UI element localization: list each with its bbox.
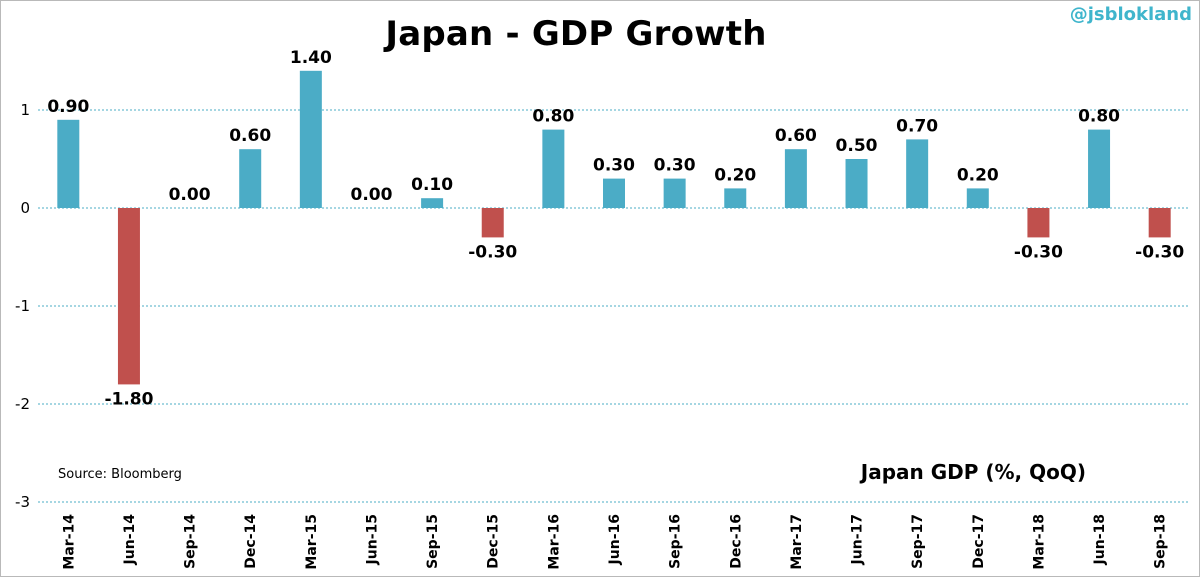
x-axis-ticks: Mar-14 Jun-14 Sep-14 Dec-14 Mar-15 Jun-15 Sep-… (61, 514, 1168, 570)
x-tick-label: Mar-15 (304, 514, 320, 570)
bar (239, 149, 262, 208)
x-tick-label: Dec-17 (971, 514, 987, 569)
bar (1148, 208, 1171, 238)
x-tick-label: Dec-16 (728, 514, 744, 569)
x-tick-label: Sep-17 (910, 514, 926, 569)
y-tick-label: -3 (15, 493, 30, 511)
bar (784, 149, 807, 208)
data-label: 0.60 (775, 126, 817, 146)
data-label: 0.70 (896, 116, 938, 136)
bar (1027, 208, 1050, 238)
data-label: -0.30 (1014, 242, 1063, 262)
x-tick-label: Sep-15 (425, 514, 441, 569)
series-label: Japan GDP (%, QoQ) (860, 460, 1086, 484)
data-label: 0.00 (169, 185, 211, 205)
x-tick-label: Jun-16 (607, 514, 623, 565)
y-tick-label: -1 (15, 297, 30, 315)
bar (57, 119, 80, 208)
bar (906, 139, 929, 208)
bar (299, 70, 322, 208)
data-label: -1.80 (104, 389, 153, 409)
bar (117, 208, 140, 385)
data-label: 0.30 (593, 156, 635, 176)
data-label: -0.30 (1135, 242, 1184, 262)
x-tick-label: Jun-14 (122, 514, 138, 566)
x-tick-label: Jun-18 (1092, 514, 1108, 565)
y-tick-label: 1 (20, 101, 30, 119)
y-axis-ticks: 1 0 -1 -2 -3 (15, 101, 30, 511)
data-label: 0.60 (229, 126, 271, 146)
x-tick-label: Mar-18 (1031, 514, 1047, 570)
x-tick-label: Sep-16 (668, 514, 684, 569)
data-label: 0.80 (532, 107, 574, 127)
x-tick-label: Sep-18 (1153, 514, 1169, 569)
x-tick-label: Jun-15 (364, 514, 380, 565)
x-tick-label: Sep-14 (183, 514, 199, 569)
bar (845, 159, 868, 208)
bar (542, 129, 565, 208)
data-label: 1.40 (290, 48, 332, 68)
data-label: 0.20 (714, 165, 756, 185)
bar (663, 178, 686, 208)
bar (724, 188, 747, 208)
x-tick-label: Mar-17 (789, 514, 805, 570)
bar (966, 188, 989, 208)
data-label: 0.00 (350, 185, 392, 205)
data-label: 0.50 (836, 136, 878, 156)
data-label: 0.30 (654, 156, 696, 176)
data-label: 0.10 (411, 175, 453, 195)
chart-title: Japan - GDP Growth (385, 14, 767, 54)
bar (603, 178, 625, 208)
bar (1088, 129, 1111, 208)
x-tick-label: Mar-14 (61, 514, 77, 570)
y-tick-label: -2 (15, 395, 30, 413)
data-label: 0.80 (1078, 107, 1120, 127)
watermark-handle: @jsblokland (1069, 4, 1192, 25)
gridlines (38, 109, 1190, 503)
data-label: 0.90 (47, 97, 89, 117)
data-label: -0.30 (468, 242, 517, 262)
source-note: Source: Bloomberg (58, 467, 182, 482)
x-tick-label: Dec-14 (243, 514, 259, 569)
bar (481, 208, 504, 238)
bars (57, 70, 1171, 385)
y-tick-label: 0 (20, 199, 30, 217)
x-tick-label: Mar-16 (546, 514, 562, 570)
data-labels: 0.90 -1.80 0.00 0.60 1.40 0.00 0.10 -0.30 0.80 0.… (47, 48, 1184, 410)
x-tick-label: Jun-17 (850, 514, 866, 565)
x-tick-label: Dec-15 (486, 514, 502, 569)
bar (421, 198, 444, 208)
data-label: 0.20 (957, 165, 999, 185)
